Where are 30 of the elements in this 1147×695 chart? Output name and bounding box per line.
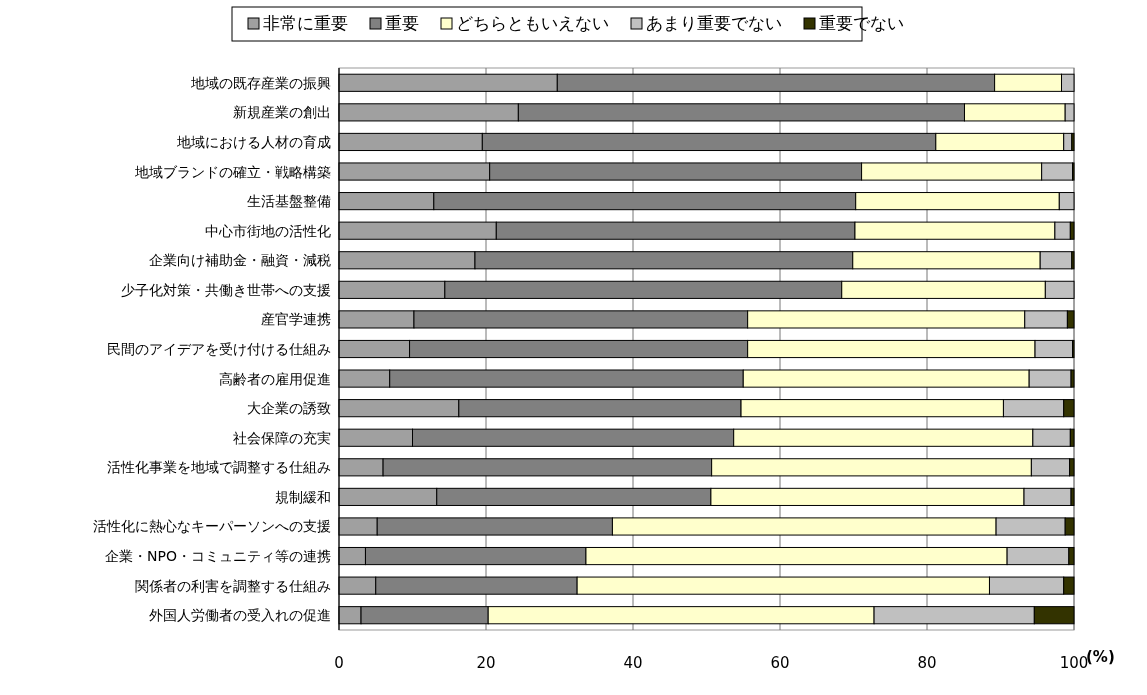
y-tick-label: 企業向け補助金・融資・減税	[149, 252, 331, 269]
y-tick-label: 企業・NPO・コミュニティ等の連携	[105, 548, 331, 565]
y-tick-label: 民間のアイデアを受け付ける仕組み	[107, 341, 331, 357]
x-axis-title: (%)	[1086, 648, 1115, 666]
x-tick-label: 40	[623, 654, 643, 672]
y-tick-label: 地域ブランドの確立・戦略構築	[134, 163, 331, 180]
y-tick-label: 活性化に熱心なキーパーソンへの支援	[93, 518, 331, 535]
legend-label: 重要	[385, 13, 419, 33]
y-tick-label: 関係者の利害を調整する仕組み	[135, 577, 331, 594]
y-tick-label: 規制緩和	[275, 488, 331, 505]
legend-label: あまり重要でない	[646, 13, 782, 33]
y-tick-label: 外国人労働者の受入れの促進	[149, 607, 331, 624]
legend-label: 非常に重要	[263, 13, 348, 33]
y-tick-label: 新規産業の創出	[233, 104, 331, 121]
y-tick-label: 高齢者の雇用促進	[219, 370, 331, 387]
y-tick-label: 中心市街地の活性化	[205, 222, 331, 239]
x-tick-label: 60	[770, 654, 790, 672]
x-tick-label: 0	[334, 654, 344, 672]
y-tick-label: 地域の既存産業の振興	[190, 74, 331, 91]
y-tick-label: 生活基盤整備	[247, 193, 331, 210]
y-tick-label: 社会保障の充実	[233, 429, 331, 446]
y-tick-label: 産官学連携	[261, 311, 331, 328]
x-tick-label: 20	[476, 654, 496, 672]
x-tick-label: 80	[917, 654, 937, 672]
y-tick-label: 少子化対策・共働き世帯への支援	[121, 281, 331, 298]
y-tick-label: 大企業の誘致	[247, 400, 331, 417]
y-tick-label: 活性化事業を地域で調整する仕組み	[107, 459, 331, 476]
legend-label: どちらともいえない	[456, 13, 609, 33]
legend-label: 重要でない	[819, 13, 904, 33]
y-tick-label: 地域における人材の育成	[176, 133, 331, 150]
